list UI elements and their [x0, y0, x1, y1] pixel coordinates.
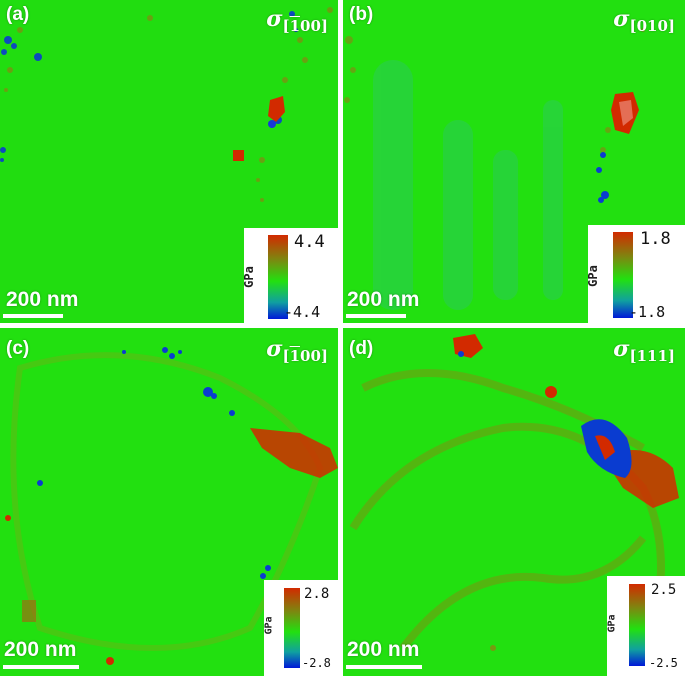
colorbar-gradient-a: [268, 235, 288, 319]
scale-bar-b: [346, 314, 406, 318]
scale-bar-label-a: 200 nm: [6, 288, 79, 311]
colorbar-min-a: -4.4: [284, 303, 321, 321]
colorbar-max-c: 2.8: [304, 586, 330, 602]
scale-bar-label-d: 200 nm: [347, 638, 420, 661]
scale-bar-label-c: 200 nm: [4, 638, 77, 661]
stress-map-panel-a: (a) σ[100] 200 nm GPa 4.4 -4.4: [0, 0, 338, 323]
colorbar-c: GPa 2.8 -2.8: [264, 580, 338, 676]
stress-component-a: σ[100]: [266, 6, 328, 35]
stress-component-c: σ[100]: [266, 336, 328, 365]
panel-label-d: (d): [349, 338, 374, 359]
colorbar-b: GPa 1.8 -1.8: [585, 225, 685, 323]
stress-map-panel-c: (c) σ[100] 200 nm GPa 2.8 -2.8: [0, 328, 338, 676]
colorbar-max-b: 1.8: [640, 229, 671, 249]
stress-map-panel-b: (b) σ[010] 200 nm GPa 1.8 -1.8: [343, 0, 685, 323]
colorbar-unit-c: GPa: [263, 616, 275, 635]
scale-bar-a: [3, 314, 63, 318]
colorbar-a: GPa 4.4 -4.4: [241, 228, 338, 323]
colorbar-min-c: -2.8: [302, 656, 331, 670]
stress-component-d: σ[111]: [613, 336, 675, 365]
stress-component-b: σ[010]: [613, 6, 675, 35]
stress-map-panel-d: (d) σ[111] 200 nm GPa 2.5 -2.5: [343, 328, 685, 676]
scale-bar-label-b: 200 nm: [347, 288, 420, 311]
colorbar-unit-d: GPa: [606, 614, 618, 633]
colorbar-d: GPa 2.5 -2.5: [607, 576, 685, 676]
stress-map-image-a: [0, 0, 338, 323]
panel-label-a: (a): [6, 4, 30, 25]
panel-label-b: (b): [349, 4, 374, 25]
panel-label-c: (c): [6, 338, 30, 359]
colorbar-max-d: 2.5: [651, 582, 677, 598]
colorbar-gradient-d: [629, 584, 645, 666]
scale-bar-d: [346, 665, 422, 669]
colorbar-unit-a: GPa: [241, 266, 256, 288]
colorbar-gradient-b: [613, 232, 633, 318]
colorbar-min-d: -2.5: [649, 656, 678, 670]
colorbar-max-a: 4.4: [294, 232, 325, 252]
scale-bar-c: [3, 665, 79, 669]
colorbar-unit-b: GPa: [585, 265, 600, 287]
colorbar-min-b: -1.8: [629, 303, 666, 321]
colorbar-gradient-c: [284, 588, 300, 668]
